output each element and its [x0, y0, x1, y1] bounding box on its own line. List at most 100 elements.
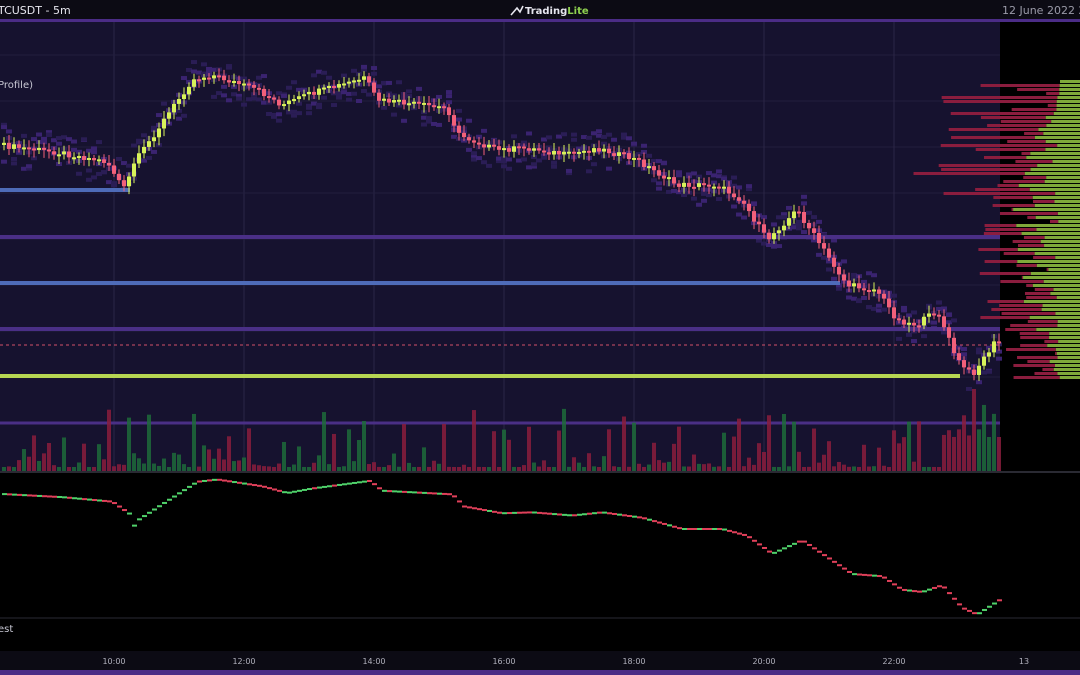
profile-buy: [1059, 84, 1080, 87]
heat-cell: [946, 312, 952, 317]
lower-seg: [642, 517, 647, 520]
volume-bar: [567, 466, 571, 471]
heat-cell: [691, 171, 697, 176]
heat-cell: [996, 349, 1002, 354]
heat-cell: [106, 180, 112, 185]
volume-bar: [937, 466, 941, 471]
candle: [267, 96, 271, 99]
candle: [482, 144, 486, 148]
volume-bar: [747, 457, 751, 471]
heat-cell: [961, 347, 967, 352]
candle: [687, 182, 691, 187]
lower-seg: [592, 512, 597, 515]
x-tick-label: 16:00: [492, 657, 515, 666]
lower-seg: [587, 512, 592, 515]
lower-seg: [852, 573, 857, 576]
lower-seg: [872, 574, 877, 577]
lower-seg: [282, 491, 287, 494]
volume-bar: [202, 445, 206, 471]
volume-bar: [837, 461, 841, 471]
volume-bar: [282, 441, 286, 471]
top-bar: [0, 0, 1080, 20]
lower-seg: [252, 484, 257, 487]
lower-seg: [712, 528, 717, 530]
profile-buy: [1046, 176, 1080, 179]
volume-bar: [322, 412, 326, 471]
profile-buy: [1032, 196, 1080, 199]
lower-seg: [22, 494, 27, 497]
symbol-label[interactable]: TCUSDT - 5m: [0, 4, 71, 17]
heat-cell: [546, 135, 552, 140]
lower-seg: [797, 540, 802, 543]
candle: [972, 369, 976, 375]
heat-cell: [1, 122, 7, 127]
heat-cell: [161, 101, 167, 106]
heat-cell: [706, 193, 712, 198]
heat-cell: [606, 166, 612, 171]
profile-sell: [999, 304, 1043, 307]
heat-cell: [836, 283, 842, 288]
volume-bar: [782, 414, 786, 471]
heat-cell: [736, 185, 742, 190]
candle: [207, 77, 211, 80]
lower-seg: [412, 491, 417, 494]
lower-seg: [322, 485, 327, 488]
profile-sell: [991, 308, 1042, 311]
candle: [722, 186, 726, 189]
volume-bar: [612, 466, 616, 471]
heat-cell: [151, 149, 157, 154]
volume-bar: [647, 464, 651, 471]
candle: [997, 341, 1001, 344]
heat-cell: [341, 90, 347, 95]
heat-cell: [226, 65, 232, 70]
heat-cell: [806, 210, 812, 215]
heat-cell: [406, 94, 412, 99]
volume-bar: [482, 466, 486, 471]
lower-seg: [462, 505, 467, 508]
lower-seg: [502, 512, 507, 515]
lower-seg: [102, 499, 107, 502]
lower-seg: [372, 483, 377, 486]
heat-cell: [471, 154, 477, 159]
profile-sell: [941, 96, 1058, 99]
lower-seg: [792, 542, 797, 545]
volume-bar: [542, 460, 546, 471]
heat-cell: [191, 69, 197, 74]
lower-seg: [27, 494, 32, 497]
lower-seg: [877, 575, 882, 578]
profile-sell: [975, 148, 1046, 151]
heat-cell: [501, 164, 507, 169]
candle: [152, 137, 156, 142]
candle: [567, 151, 571, 154]
profile-buy: [1034, 204, 1080, 207]
heat-cell: [776, 215, 782, 220]
candle: [662, 175, 666, 179]
profile-sell: [1010, 324, 1058, 327]
volume-bar: [332, 433, 336, 471]
volume-bar: [187, 466, 191, 471]
candle: [792, 211, 796, 219]
heat-cell: [206, 66, 212, 71]
heat-cell: [276, 91, 282, 96]
profile-sell: [1021, 152, 1031, 155]
volume-bar: [272, 467, 276, 471]
heat-cell: [876, 303, 882, 308]
volume-bar: [412, 467, 416, 471]
volume-bar: [502, 429, 506, 471]
heat-cell: [641, 143, 647, 148]
lower-seg: [902, 588, 907, 591]
heat-cell: [716, 174, 722, 179]
volume-bar: [562, 408, 566, 471]
lower-seg: [952, 597, 957, 600]
candle: [317, 88, 321, 95]
profile-buy: [1057, 324, 1080, 327]
candle: [272, 97, 276, 100]
heat-cell: [251, 96, 257, 101]
candle: [622, 152, 626, 155]
profile-buy: [1023, 300, 1080, 303]
candle: [367, 76, 371, 83]
volume-bar: [532, 462, 536, 471]
candle: [237, 81, 241, 85]
profile-sell: [993, 196, 1033, 199]
